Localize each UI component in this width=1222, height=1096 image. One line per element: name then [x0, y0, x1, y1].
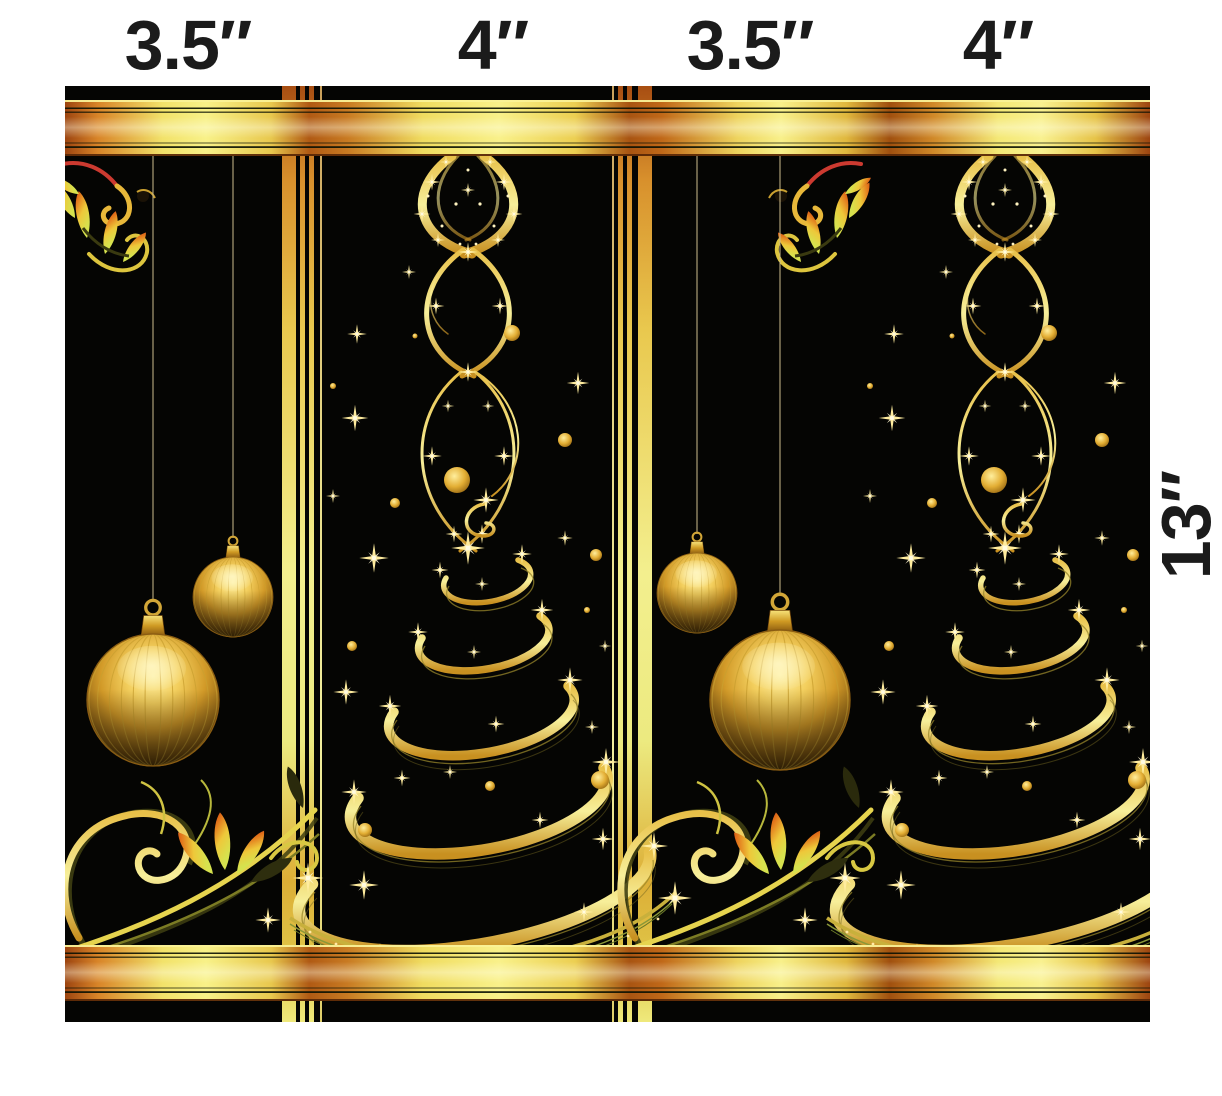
fold-stripe-hairline-a	[320, 86, 322, 1022]
dimension-label-panel3: 3.5″	[686, 6, 815, 84]
fold-stripe-narrow-a2	[308, 86, 314, 1022]
fold-stripe-wide-b	[637, 86, 652, 1022]
fabric-panel-sheet	[65, 86, 1150, 1022]
fold-stripe-narrow-b1	[618, 86, 623, 1022]
fold-stripe-narrow-b2	[627, 86, 632, 1022]
gold-band-bottom	[65, 945, 1150, 1001]
dimension-label-panel4: 4″	[962, 6, 1034, 84]
dimension-label-panel2: 4″	[457, 6, 529, 84]
panel3-art	[621, 156, 875, 956]
dimension-label-panel1: 3.5″	[124, 6, 253, 84]
fold-stripe-hairline-b	[612, 86, 614, 1022]
gold-band-top	[65, 100, 1150, 156]
fold-stripe-narrow-a1	[300, 86, 305, 1022]
decorative-artwork	[65, 86, 1150, 1022]
dimension-label-height: 13″	[1147, 470, 1222, 580]
panel1-art	[65, 156, 319, 956]
